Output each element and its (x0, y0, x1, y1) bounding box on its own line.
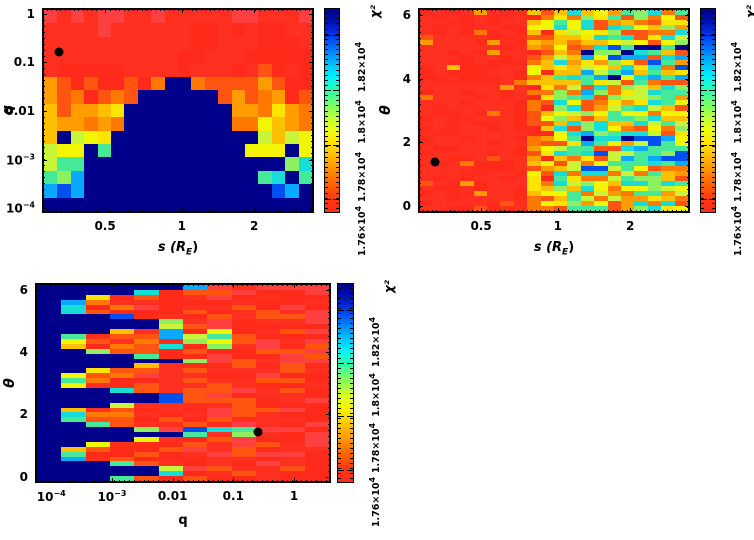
y-axis-title-stheta: θ (378, 105, 394, 115)
colorbar-title-stheta: χ² (744, 5, 754, 18)
y-tick-label: 0.01 (5, 104, 35, 119)
x-axis-title-qtheta: q (178, 513, 188, 528)
colorbar-tick-label: 1.82×104 (730, 42, 745, 93)
heatmap-cells-sq (44, 10, 312, 211)
colorbar-tick-label: 1.76×104 (368, 476, 383, 527)
colorbar-tick-label: 1.8×104 (730, 100, 745, 144)
y-axis-title-sq: q (0, 104, 16, 116)
y-tick-label: 10−4 (6, 200, 35, 216)
best-fit-marker (54, 47, 64, 57)
x-tick-label: 0.5 (94, 219, 116, 233)
colorbar-tick-label: 1.82×104 (368, 316, 383, 367)
y-tick-label: 10−3 (6, 152, 35, 168)
x-tick-label: 10−4 (36, 489, 66, 504)
x-tick-label: 1 (553, 219, 562, 233)
colorbar-tick-label: 1.78×104 (368, 423, 383, 474)
colorbar-tick-label: 1.76×104 (730, 206, 745, 257)
best-fit-marker (430, 157, 440, 167)
x-tick-label: 2 (625, 219, 635, 233)
y-tick-label: 0 (402, 199, 411, 214)
x-tick-label: 0.01 (157, 489, 188, 503)
x-axis-title-stheta: s (RE) (533, 240, 575, 258)
heatmap-plot-stheta[interactable] (418, 8, 690, 213)
x-tick-label: 1 (289, 489, 299, 503)
x-tick-label: 1 (177, 219, 186, 233)
y-tick-label: 0 (19, 469, 28, 484)
colorbar-tick-label: 1.8×104 (354, 100, 369, 144)
colorbar-tick-label: 1.82×104 (354, 42, 369, 93)
x-axis-title-sq: s (RE) (157, 240, 199, 258)
colorbar-tick-label: 1.76×104 (354, 206, 369, 257)
x-tick-label: 0.1 (222, 489, 244, 503)
y-tick-label: 6 (402, 8, 411, 23)
y-tick-label: 6 (19, 283, 28, 297)
x-tick-label: 0.5 (470, 219, 492, 233)
heatmap-cells-stheta (420, 10, 688, 211)
heatmap-plot-qtheta[interactable] (35, 283, 331, 483)
colorbar-tick-label: 1.78×104 (354, 151, 369, 202)
colorbar-title-qtheta: χ² (382, 280, 396, 293)
y-axis-title-qtheta: θ (2, 378, 18, 388)
colorbar-tick-label: 1.78×104 (730, 151, 745, 202)
y-tick-label: 2 (402, 135, 411, 150)
y-tick-label: 4 (19, 345, 28, 359)
heatmap-plot-sq[interactable] (42, 8, 314, 213)
y-tick-label: 4 (402, 71, 411, 86)
heatmap-cells-qtheta (37, 285, 329, 481)
colorbar-tick-label: 1.8×104 (368, 373, 383, 417)
y-tick-label: 1 (26, 6, 35, 21)
y-tick-label: 2 (19, 407, 28, 421)
x-tick-label: 10−3 (97, 489, 127, 504)
best-fit-marker (253, 427, 263, 437)
y-tick-label: 0.1 (13, 55, 35, 70)
x-tick-label: 2 (249, 219, 259, 233)
